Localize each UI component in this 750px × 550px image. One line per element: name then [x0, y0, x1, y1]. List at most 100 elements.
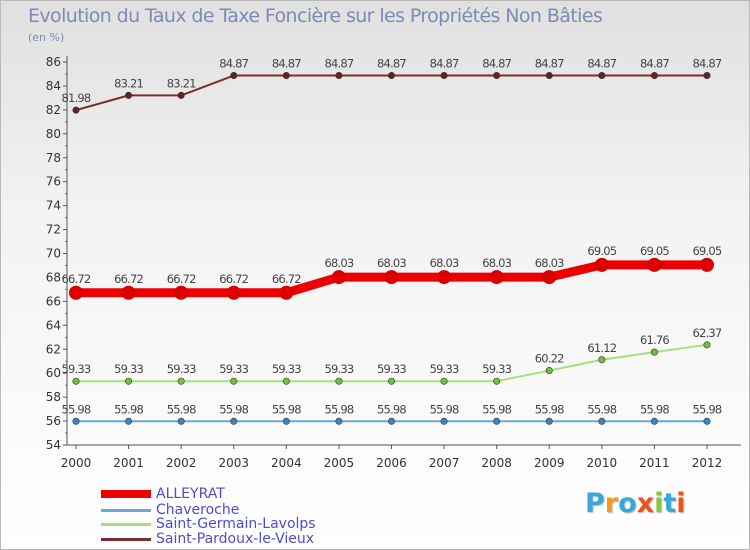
legend-label-chaveroche: Chaveroche [156, 502, 240, 518]
data-point [125, 417, 133, 425]
data-label: 84.87 [535, 57, 564, 71]
legend-label-alleyrat: ALLEYRAT [156, 486, 225, 502]
data-point [440, 72, 448, 80]
data-point [230, 72, 238, 80]
data-label: 84.87 [272, 57, 301, 71]
y-tick-label: 58 [46, 390, 61, 404]
y-tick-label: 56 [46, 414, 61, 428]
data-label: 69.05 [693, 244, 722, 258]
data-label: 84.87 [640, 57, 669, 71]
legend-item-alleyrat[interactable]: ALLEYRAT [101, 487, 225, 501]
legend-item-chaveroche[interactable]: Chaveroche [101, 503, 239, 517]
data-label: 83.21 [114, 76, 143, 90]
x-tick-label: 2006 [376, 456, 407, 470]
data-point [331, 270, 346, 285]
data-label: 84.87 [482, 57, 511, 71]
data-point [387, 72, 395, 80]
x-tick-label: 2000 [61, 456, 92, 470]
legend-swatch-saint-pardoux-le-vieux [101, 537, 151, 541]
data-point [598, 356, 606, 364]
data-label: 59.33 [482, 362, 511, 376]
logo-letter: P [585, 488, 605, 519]
legend-swatch-chaveroche [101, 508, 151, 512]
data-point [647, 257, 662, 272]
y-tick-label: 86 [46, 55, 61, 69]
data-label: 59.33 [324, 362, 353, 376]
data-point [700, 257, 714, 272]
data-point [282, 417, 290, 425]
y-tick-label: 82 [46, 103, 61, 117]
data-point [387, 417, 395, 425]
data-label: 55.98 [219, 402, 248, 416]
data-label: 84.87 [219, 57, 248, 71]
data-label: 66.72 [219, 272, 248, 286]
x-tick-label: 2003 [218, 456, 249, 470]
data-point [440, 377, 448, 385]
legend-swatch-saint-germain-lavolps [101, 522, 151, 526]
data-point [230, 417, 238, 425]
data-label: 55.98 [377, 402, 406, 416]
x-tick-label: 2007 [429, 456, 460, 470]
data-point [598, 72, 606, 80]
legend-label-saint-germain-lavolps: Saint-Germain-Lavolps [156, 516, 316, 532]
data-point [177, 377, 185, 385]
y-tick-label: 72 [46, 223, 61, 237]
chart-title: Evolution du Taux de Taxe Foncière sur l… [28, 5, 603, 27]
x-tick-label: 2005 [324, 456, 355, 470]
data-point [437, 270, 452, 285]
data-point [125, 91, 133, 99]
logo-letter: i [676, 488, 686, 519]
data-point [650, 348, 658, 356]
y-tick-label: 64 [46, 318, 61, 332]
data-point [177, 91, 185, 99]
data-point [440, 417, 448, 425]
data-label: 84.87 [587, 57, 616, 71]
data-label: 84.87 [324, 57, 353, 71]
data-point [335, 377, 343, 385]
data-point [542, 270, 557, 285]
data-label: 61.12 [587, 341, 616, 355]
data-point [703, 72, 711, 80]
data-label: 55.98 [482, 402, 511, 416]
legend-label-saint-pardoux-le-vieux: Saint-Pardoux-le-Vieux [156, 531, 314, 547]
data-label: 84.87 [693, 57, 722, 71]
data-label: 59.33 [167, 362, 196, 376]
x-tick-label: 2012 [692, 456, 723, 470]
y-tick-label: 70 [46, 247, 61, 261]
data-point [384, 270, 399, 285]
data-label: 68.03 [377, 256, 406, 270]
data-label: 55.98 [587, 402, 616, 416]
data-label: 81.98 [62, 91, 91, 105]
data-label: 59.33 [62, 362, 91, 376]
data-label: 68.03 [482, 256, 511, 270]
legend-swatch-alleyrat [101, 490, 151, 498]
data-point [72, 377, 80, 385]
data-point [72, 417, 80, 425]
data-label: 59.33 [430, 362, 459, 376]
data-point [72, 106, 80, 114]
data-label: 68.03 [324, 256, 353, 270]
legend-item-saint-germain-lavolps[interactable]: Saint-Germain-Lavolps [101, 517, 316, 531]
data-label: 55.98 [535, 402, 564, 416]
data-point [125, 377, 133, 385]
data-label: 55.98 [640, 402, 669, 416]
data-label: 60.22 [535, 352, 564, 366]
logo-letter: o [618, 488, 637, 519]
data-label: 55.98 [324, 402, 353, 416]
data-label: 59.33 [377, 362, 406, 376]
y-axis-unit-label: (en %) [28, 31, 65, 44]
y-tick-label: 76 [46, 175, 61, 189]
proxiti-logo: Proxiti [585, 488, 686, 519]
data-label: 59.33 [219, 362, 248, 376]
data-point [282, 377, 290, 385]
y-tick-label: 78 [46, 151, 61, 165]
legend-item-saint-pardoux-le-vieux[interactable]: Saint-Pardoux-le-Vieux [101, 532, 314, 546]
logo-letter: x [636, 488, 655, 519]
data-label: 84.87 [430, 57, 459, 71]
x-tick-label: 2001 [113, 456, 144, 470]
y-tick-label: 54 [46, 438, 61, 452]
y-tick-label: 80 [46, 127, 61, 141]
x-tick-label: 2011 [639, 456, 670, 470]
